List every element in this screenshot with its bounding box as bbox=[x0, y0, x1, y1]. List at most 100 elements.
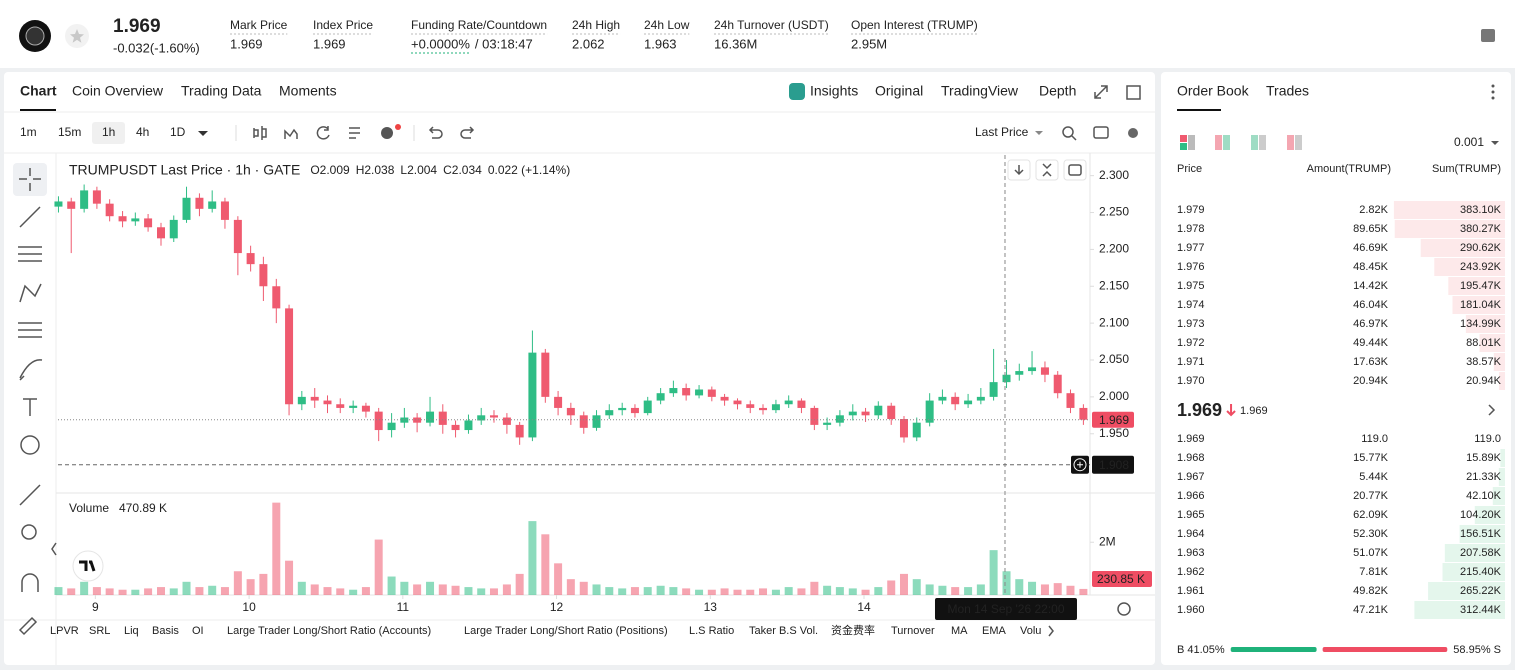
search-icon[interactable] bbox=[1062, 126, 1074, 138]
book-price[interactable]: 1.970 bbox=[1177, 375, 1205, 387]
view-tab[interactable]: TradingView bbox=[941, 83, 1019, 99]
measure-tool[interactable] bbox=[19, 484, 41, 506]
indicators-icon[interactable] bbox=[284, 128, 298, 139]
interval[interactable]: 4h bbox=[136, 125, 149, 139]
interval[interactable]: 1h bbox=[102, 125, 115, 139]
mid-chevron[interactable] bbox=[1488, 404, 1496, 416]
add-indicator-icon[interactable] bbox=[381, 127, 393, 139]
tab[interactable]: Trading Data bbox=[181, 83, 262, 99]
zoom-tool[interactable] bbox=[21, 524, 37, 540]
view-tab[interactable]: Depth bbox=[1039, 83, 1076, 99]
fib-tool[interactable] bbox=[18, 246, 42, 262]
book-price[interactable]: 1.961 bbox=[1177, 585, 1205, 597]
indicator[interactable]: SRL bbox=[89, 625, 110, 637]
brush-tool[interactable] bbox=[19, 359, 43, 381]
candle-body bbox=[771, 404, 780, 411]
layout-asks[interactable] bbox=[1287, 135, 1294, 150]
magnet-tool[interactable] bbox=[21, 573, 39, 592]
indicator[interactable]: EMA bbox=[982, 625, 1007, 637]
interval[interactable]: 1m bbox=[20, 125, 37, 139]
interval-dropdown[interactable] bbox=[198, 131, 208, 136]
y-tick-label: 2.300 bbox=[1099, 168, 1129, 182]
indicator[interactable]: Large Trader Long/Short Ratio (Accounts) bbox=[227, 625, 431, 637]
book-price[interactable]: 1.960 bbox=[1177, 604, 1205, 616]
snapshot-icon[interactable] bbox=[1093, 126, 1109, 139]
redo-icon[interactable] bbox=[460, 126, 475, 139]
interval[interactable]: 15m bbox=[58, 125, 81, 139]
tradingview-logo[interactable] bbox=[72, 550, 104, 582]
layout-both[interactable] bbox=[1180, 135, 1187, 142]
indicator[interactable]: LPVR bbox=[50, 625, 79, 637]
settings-icon[interactable] bbox=[1128, 128, 1138, 138]
book-price[interactable]: 1.967 bbox=[1177, 471, 1205, 483]
book-price[interactable]: 1.962 bbox=[1177, 566, 1205, 578]
crosshair-tool[interactable] bbox=[19, 168, 41, 191]
book-price[interactable]: 1.965 bbox=[1177, 509, 1205, 521]
precision[interactable]: 0.001 bbox=[1454, 135, 1484, 149]
book-price[interactable]: 1.966 bbox=[1177, 490, 1205, 502]
book-price[interactable]: 1.978 bbox=[1177, 223, 1205, 235]
indicator[interactable]: Volu bbox=[1020, 625, 1041, 637]
book-price[interactable]: 1.968 bbox=[1177, 452, 1205, 464]
book-price[interactable]: 1.964 bbox=[1177, 528, 1205, 540]
book-menu[interactable] bbox=[1491, 84, 1495, 100]
book-tab[interactable]: Trades bbox=[1266, 83, 1309, 99]
collapse-button[interactable] bbox=[1035, 159, 1059, 181]
indicator[interactable]: L.S Ratio bbox=[689, 625, 734, 637]
book-price[interactable]: 1.963 bbox=[1177, 547, 1205, 559]
templates-icon[interactable] bbox=[349, 127, 360, 139]
tab[interactable]: Moments bbox=[279, 83, 337, 99]
book-price[interactable]: 1.971 bbox=[1177, 356, 1205, 368]
book-price[interactable]: 1.974 bbox=[1177, 299, 1205, 311]
book-price[interactable]: 1.976 bbox=[1177, 261, 1205, 273]
price-source-dropdown[interactable] bbox=[1035, 131, 1043, 135]
replay-icon[interactable] bbox=[316, 126, 330, 140]
layout-icon[interactable] bbox=[1126, 85, 1141, 100]
indicator[interactable]: Turnover bbox=[891, 625, 935, 637]
indicator[interactable]: OI bbox=[192, 625, 204, 637]
undo-icon[interactable] bbox=[428, 126, 443, 139]
axis-settings[interactable] bbox=[1117, 602, 1131, 616]
indicator[interactable]: 资金费率 bbox=[831, 623, 875, 637]
view-tab[interactable]: Insights bbox=[810, 83, 858, 99]
interval[interactable]: 1D bbox=[170, 125, 186, 139]
price-source[interactable]: Last Price bbox=[975, 125, 1029, 139]
indicator[interactable]: MA bbox=[951, 625, 968, 637]
book-icon[interactable] bbox=[1481, 29, 1495, 42]
precision-dropdown[interactable] bbox=[1491, 141, 1499, 145]
view-tab[interactable]: Original bbox=[875, 83, 923, 99]
book-price[interactable]: 1.975 bbox=[1177, 280, 1205, 292]
maximize-button[interactable] bbox=[1063, 159, 1087, 181]
indicator[interactable]: Large Trader Long/Short Ratio (Positions… bbox=[464, 625, 668, 637]
tab[interactable]: Chart bbox=[20, 83, 57, 99]
indicators-more[interactable] bbox=[1048, 625, 1054, 637]
book-price[interactable]: 1.977 bbox=[1177, 242, 1205, 254]
book-price[interactable]: 1.979 bbox=[1177, 204, 1205, 216]
pattern-tool[interactable] bbox=[19, 283, 42, 303]
indicator[interactable]: Basis bbox=[152, 625, 179, 637]
book-price[interactable]: 1.969 bbox=[1177, 433, 1205, 445]
layout-bids[interactable] bbox=[1251, 135, 1258, 150]
book-price[interactable]: 1.972 bbox=[1177, 337, 1205, 349]
expand-icon[interactable] bbox=[1094, 85, 1108, 99]
insights-icon[interactable] bbox=[789, 83, 805, 100]
candle-body bbox=[144, 218, 153, 228]
indicator[interactable]: Taker B.S Vol. bbox=[749, 625, 818, 637]
tab[interactable]: Coin Overview bbox=[72, 83, 164, 99]
book-price[interactable]: 1.973 bbox=[1177, 318, 1205, 330]
volume-bar bbox=[707, 589, 716, 595]
lock-tool[interactable] bbox=[18, 616, 38, 636]
candle-body bbox=[105, 203, 114, 217]
indicator[interactable]: Liq bbox=[124, 625, 139, 637]
layout-both bbox=[1188, 135, 1195, 150]
text-tool[interactable] bbox=[23, 398, 37, 416]
emoji-tool[interactable] bbox=[20, 435, 40, 455]
collapse-toolbar[interactable] bbox=[51, 542, 57, 556]
legend-value: 2.009 bbox=[320, 163, 350, 177]
projection-tool[interactable] bbox=[18, 322, 42, 338]
book-tab[interactable]: Order Book bbox=[1177, 83, 1250, 99]
candle-type-icon[interactable] bbox=[253, 126, 267, 140]
layout-split[interactable] bbox=[1215, 135, 1222, 150]
depth-bar bbox=[1393, 201, 1505, 219]
trend-line-tool[interactable] bbox=[19, 206, 41, 228]
